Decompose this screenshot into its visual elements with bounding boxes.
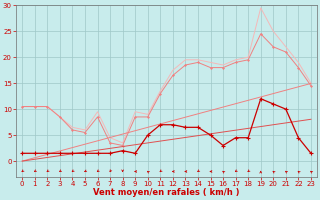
X-axis label: Vent moyen/en rafales ( km/h ): Vent moyen/en rafales ( km/h ) [93,188,240,197]
